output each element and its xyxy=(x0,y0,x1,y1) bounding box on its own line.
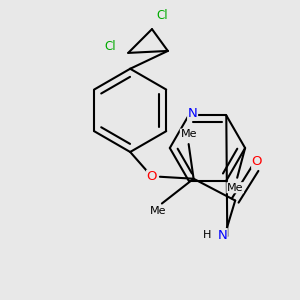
Text: Me: Me xyxy=(150,206,166,217)
Text: O: O xyxy=(147,170,157,183)
Text: N: N xyxy=(218,229,227,242)
Text: H: H xyxy=(203,230,212,240)
Text: Cl: Cl xyxy=(156,9,168,22)
Text: O: O xyxy=(252,155,262,168)
Text: Me: Me xyxy=(180,129,197,139)
Text: N: N xyxy=(188,107,197,120)
Text: Cl: Cl xyxy=(105,40,116,53)
Text: Me: Me xyxy=(227,183,244,193)
